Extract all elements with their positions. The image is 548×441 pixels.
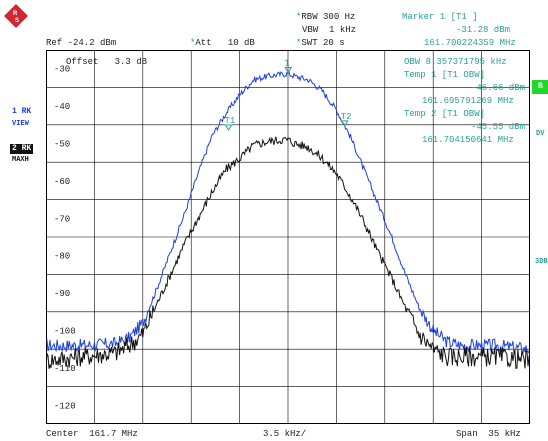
vbw-setting: VBW 1 kHz (302, 25, 356, 35)
marker1-title: Marker 1 [T1 ] (402, 12, 478, 22)
rbw-label: RBW (301, 12, 318, 22)
y-tick-label: -70 (54, 214, 70, 224)
span-setting: Span 35 kHz (456, 429, 521, 439)
trace1-mode: VIEW (12, 120, 29, 128)
dv-label: DV (536, 130, 545, 138)
vbw-value: 1 kHz (329, 25, 357, 35)
svg-text:S: S (15, 18, 19, 24)
offset-value: 3.3 dB (114, 57, 148, 67)
offset-setting: Offset 3.3 dB (66, 57, 147, 67)
rbw-setting: *RBW 300 Hz (296, 12, 355, 22)
rohde-schwarz-logo: R S (4, 4, 28, 28)
trace-2-line (46, 136, 530, 369)
temp-marker-1-label: T1 (225, 116, 236, 126)
temp2-title: Temp 2 [T1 OBW] (404, 109, 486, 119)
temp1-frequency: 161.695791269 MHz (422, 96, 514, 106)
b-indicator (532, 80, 548, 94)
y-tick-label: -90 (54, 289, 70, 299)
obw-value: 8.357371795 kHz (425, 57, 507, 67)
spectrum-plot[interactable]: -30 -40 -50 -60 -70 -80 -90 -100 -110 -120 1 T1 T2 … (46, 50, 530, 424)
temp2-frequency: 161.704150641 MHz (422, 135, 514, 145)
center-frequency: Center 161.7 MHz (46, 429, 138, 439)
obw-label: OBW (404, 57, 421, 67)
spectrum-svg: -30 -40 -50 -60 -70 -80 -90 -100 -110 -120 1 T1 T2 (46, 50, 530, 424)
att-value: 10 dB (227, 38, 255, 48)
y-tick-label: -30 (54, 65, 70, 75)
y-tick-label: -40 (54, 102, 70, 112)
sweep-time: *SWT 20 s (296, 38, 345, 48)
obw-readout: OBW 8.357371795 kHz (404, 57, 507, 67)
swt-label: SWT (301, 38, 318, 48)
ref-label: Ref (46, 38, 63, 48)
center-value: 161.7 MHz (89, 429, 138, 439)
vbw-label: VBW (302, 25, 319, 35)
y-tick-label: -110 (54, 364, 76, 374)
svg-text:R: R (13, 11, 18, 17)
center-label: Center (46, 429, 79, 439)
ref-level: Ref -24.2 dBm (46, 38, 116, 48)
trace2-label[interactable]: 2 RK (10, 144, 34, 154)
span-value: 35 kHz (488, 429, 521, 439)
att-label: Att (195, 38, 212, 48)
y-tick-label: -60 (54, 177, 70, 187)
temp1-level: -46.66 dBm (471, 83, 526, 93)
trace2-mode: MAXH (12, 156, 29, 164)
y-tick-label: -80 (54, 252, 70, 262)
temp-marker-2-label: T2 (341, 112, 352, 122)
rbw-value: 300 Hz (323, 12, 356, 22)
temp-marker-2-glyph (340, 120, 349, 127)
span-per-division: 3.5 kHz/ (263, 429, 307, 439)
marker-1-label: 1 (284, 59, 289, 69)
traces (46, 70, 530, 369)
marker-1-glyph (284, 67, 293, 74)
swt-star: * (296, 38, 302, 48)
attenuation: *Att 10 dB (190, 38, 255, 48)
temp2-level: -45.55 dBm (471, 122, 526, 132)
y-tick-label: -120 (54, 401, 76, 411)
swt-value: 20 s (323, 38, 345, 48)
temp1-title: Temp 1 [T1 OBW] (404, 70, 486, 80)
trace1-label[interactable]: 1 RK (12, 107, 32, 116)
marker1-frequency: 161.700224359 MHz (424, 38, 516, 48)
three-db-label: 3DB (535, 258, 548, 266)
att-star: * (190, 38, 196, 48)
span-label: Span (456, 429, 478, 439)
trace-1-line (46, 70, 530, 355)
offset-label: Offset (66, 57, 99, 67)
rbw-star: * (296, 12, 302, 22)
marker1-level: -31.28 dBm (456, 25, 511, 35)
temp-marker-1-glyph (224, 124, 233, 131)
markers: 1 T1 T2 (224, 59, 352, 131)
y-axis-ticks: -30 -40 -50 -60 -70 -80 -90 -100 -110 -120 (54, 65, 76, 412)
b-label: B (538, 82, 543, 91)
y-tick-label: -100 (54, 327, 76, 337)
y-tick-label: -50 (54, 140, 70, 150)
ref-value: -24.2 dBm (67, 38, 117, 48)
